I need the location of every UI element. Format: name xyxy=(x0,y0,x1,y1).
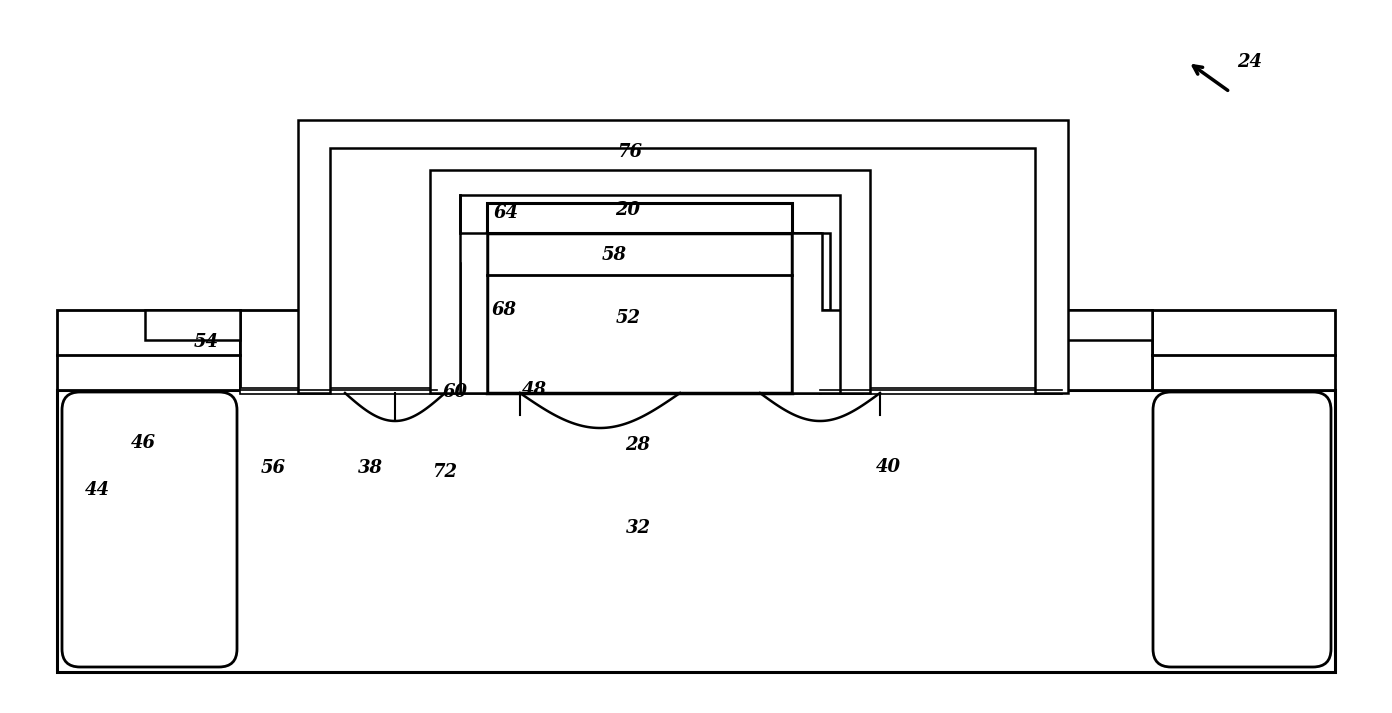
Text: 64: 64 xyxy=(494,204,518,222)
Polygon shape xyxy=(145,310,239,340)
FancyBboxPatch shape xyxy=(1153,392,1331,667)
Text: 20: 20 xyxy=(615,201,640,219)
Text: 56: 56 xyxy=(260,459,285,477)
Text: 44: 44 xyxy=(85,481,110,499)
Polygon shape xyxy=(298,120,1068,393)
Text: 24: 24 xyxy=(1237,53,1263,71)
Polygon shape xyxy=(440,233,487,393)
Text: 46: 46 xyxy=(131,434,156,452)
Polygon shape xyxy=(1153,310,1335,390)
Polygon shape xyxy=(239,388,440,394)
Polygon shape xyxy=(487,233,792,393)
Polygon shape xyxy=(1062,310,1153,340)
Polygon shape xyxy=(239,310,329,390)
Text: 38: 38 xyxy=(358,459,383,477)
Polygon shape xyxy=(57,310,239,390)
Text: 68: 68 xyxy=(491,301,516,319)
Polygon shape xyxy=(437,368,489,393)
Text: 52: 52 xyxy=(615,309,640,327)
FancyBboxPatch shape xyxy=(63,392,237,667)
Polygon shape xyxy=(820,388,1062,394)
Polygon shape xyxy=(1062,310,1153,390)
Text: 60: 60 xyxy=(443,383,468,401)
Polygon shape xyxy=(792,233,830,393)
Polygon shape xyxy=(57,390,1335,672)
Text: 40: 40 xyxy=(876,458,901,476)
Text: 48: 48 xyxy=(522,381,547,399)
Text: 76: 76 xyxy=(618,143,643,161)
Text: 54: 54 xyxy=(193,333,219,351)
Polygon shape xyxy=(792,233,862,393)
Text: 58: 58 xyxy=(601,246,626,264)
Text: 28: 28 xyxy=(625,436,650,454)
Polygon shape xyxy=(487,203,792,233)
Polygon shape xyxy=(430,170,870,393)
Text: 32: 32 xyxy=(625,519,650,537)
Text: 72: 72 xyxy=(433,463,458,481)
